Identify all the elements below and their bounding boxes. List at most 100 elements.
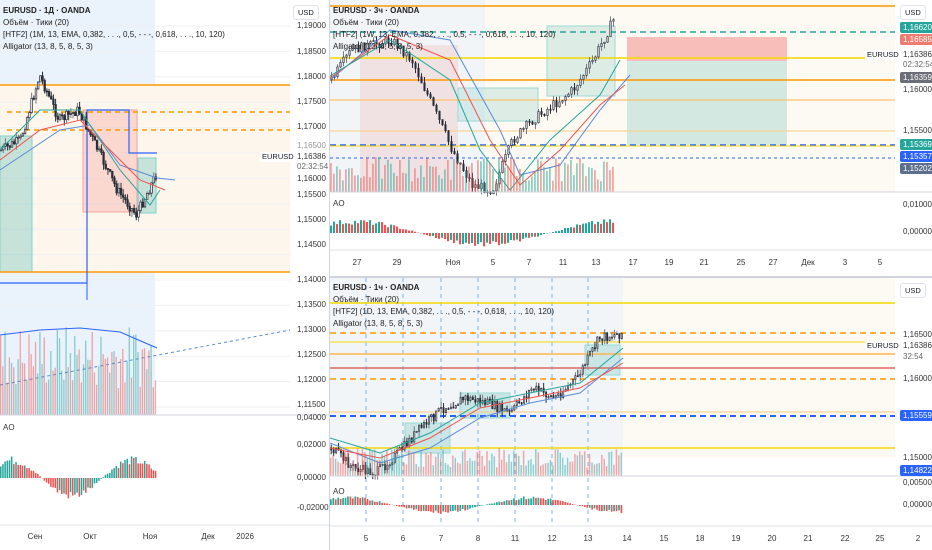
ao-bar bbox=[396, 226, 399, 233]
volume-bar bbox=[93, 372, 96, 415]
left-price-chart[interactable] bbox=[0, 0, 330, 550]
volume-bar bbox=[89, 360, 91, 415]
candle bbox=[550, 395, 552, 398]
volume-bar bbox=[532, 464, 535, 476]
candle bbox=[435, 410, 438, 422]
volume-bar bbox=[613, 464, 615, 476]
candle bbox=[510, 409, 513, 412]
price-tag: 1,16359 bbox=[900, 72, 932, 83]
time-axis-label: 29 bbox=[392, 258, 402, 267]
time-axis-label: 19 bbox=[731, 534, 741, 543]
alligator-indicator-label[interactable]: Alligator (13, 8, 5, 8, 5, 3) bbox=[333, 42, 423, 51]
volume-bar bbox=[143, 348, 146, 415]
volume-bar bbox=[383, 455, 386, 476]
ao-bar bbox=[15, 462, 17, 478]
candle bbox=[19, 135, 22, 138]
alligator-indicator-label[interactable]: Alligator (13, 8, 5, 8, 5, 3) bbox=[3, 42, 93, 51]
volume-bar bbox=[104, 358, 106, 415]
volume-bar bbox=[21, 362, 24, 415]
ao-bar bbox=[596, 505, 598, 510]
volume-bar bbox=[359, 466, 361, 476]
left-symbol-title[interactable]: EURUSD · 1Д · OANDA bbox=[3, 6, 91, 15]
ao-bar bbox=[488, 503, 491, 505]
candle bbox=[603, 41, 606, 44]
volume-bar bbox=[493, 456, 496, 476]
ao-bar bbox=[85, 478, 87, 493]
candle bbox=[128, 205, 131, 212]
ao-bar bbox=[579, 224, 582, 233]
volume-indicator-label[interactable]: Объём · Тики (20) bbox=[3, 18, 70, 27]
ao-bar bbox=[468, 233, 471, 244]
ao-bar bbox=[444, 233, 447, 240]
ao-bar bbox=[363, 220, 366, 233]
bottom-symbol-title[interactable]: EURUSD · 1ч · OANDA bbox=[333, 283, 420, 292]
volume-indicator-label[interactable]: Объём · Тики (20) bbox=[333, 295, 400, 304]
currency-button[interactable]: USD bbox=[293, 5, 319, 20]
top-symbol-title[interactable]: EURUSD · 3ч · OANDA bbox=[333, 6, 420, 15]
time-axis-label: 5 bbox=[490, 258, 496, 267]
alligator-indicator-label[interactable]: Alligator (13, 8, 5, 8, 5, 3) bbox=[333, 319, 423, 328]
volume-bar bbox=[434, 456, 437, 476]
time-axis-label: 21 bbox=[699, 258, 709, 267]
htf-indicator-label[interactable]: [HTF2] (1M, 13, EMA, 0,382, . . ., 0,5, … bbox=[3, 30, 225, 39]
ao-bar bbox=[452, 505, 454, 512]
volume-bar bbox=[58, 338, 61, 415]
candle bbox=[447, 408, 450, 410]
ao-bar bbox=[566, 502, 569, 505]
htf-indicator-label[interactable]: [HTF2] (1W, 13, EMA, 0,382, . . ., 0,5, … bbox=[333, 30, 556, 39]
candle bbox=[130, 208, 134, 212]
ao-bar bbox=[522, 233, 525, 239]
ao-bar bbox=[384, 224, 387, 233]
volume-bar bbox=[549, 167, 551, 192]
ao-bar bbox=[56, 478, 59, 493]
candle bbox=[76, 106, 79, 117]
panel-divider[interactable] bbox=[330, 276, 932, 278]
volume-indicator-label[interactable]: Объём · Тики (20) bbox=[333, 18, 400, 27]
volume-bar bbox=[525, 180, 527, 192]
candle bbox=[452, 406, 455, 409]
htf-indicator-label[interactable]: [HTF2] (1D, 13, EMA, 0,382, . . ., 0,5, … bbox=[333, 307, 554, 316]
left-legend: EURUSD · 1Д · OANDA Объём · Тики (20) [H… bbox=[3, 5, 225, 53]
candle bbox=[589, 351, 591, 356]
candle bbox=[558, 101, 561, 108]
currency-button[interactable]: USD bbox=[900, 5, 926, 20]
candle bbox=[135, 212, 138, 218]
volume-bar bbox=[554, 449, 557, 476]
volume-bar bbox=[543, 166, 545, 192]
time-axis-label: Ноя bbox=[142, 532, 158, 541]
left-chart-panel[interactable]: EURUSD · 1Д · OANDA Объём · Тики (20) [H… bbox=[0, 0, 330, 550]
volume-bar bbox=[393, 172, 395, 192]
ao-bar bbox=[498, 233, 501, 246]
candle bbox=[600, 43, 603, 47]
volume-bar bbox=[52, 370, 54, 415]
ao-bar bbox=[612, 222, 615, 233]
candle bbox=[67, 110, 70, 115]
ao-bar bbox=[372, 224, 375, 233]
price-label: 1,15500 bbox=[297, 190, 326, 199]
top-chart-panel[interactable]: EURUSD · 3ч · OANDA Объём · Тики (20) [H… bbox=[330, 0, 932, 276]
ao-bar bbox=[557, 500, 559, 505]
candle bbox=[593, 347, 596, 350]
top-price-chart[interactable] bbox=[330, 0, 932, 276]
ao-bar bbox=[113, 468, 115, 478]
ao-bar bbox=[37, 473, 39, 478]
ao-bar bbox=[139, 463, 142, 478]
candle bbox=[100, 148, 103, 153]
volume-bar bbox=[542, 464, 544, 476]
candle bbox=[30, 97, 33, 113]
volume-bar bbox=[15, 384, 17, 415]
price-label: 1,14000 bbox=[297, 275, 326, 284]
volume-bar bbox=[474, 181, 476, 192]
candle bbox=[115, 183, 118, 194]
panel-divider[interactable] bbox=[329, 0, 330, 550]
volume-bar bbox=[402, 172, 404, 192]
demand-zone bbox=[0, 135, 33, 273]
bottom-chart-panel[interactable]: EURUSD · 1ч · OANDA Объём · Тики (20) [H… bbox=[330, 278, 932, 550]
volume-bar bbox=[391, 449, 393, 476]
volume-bar bbox=[447, 464, 449, 476]
candle bbox=[418, 424, 421, 432]
volume-bar bbox=[495, 181, 497, 192]
currency-button[interactable]: USD bbox=[900, 283, 926, 298]
candle bbox=[510, 139, 513, 147]
bottom-price-chart[interactable] bbox=[330, 278, 932, 550]
